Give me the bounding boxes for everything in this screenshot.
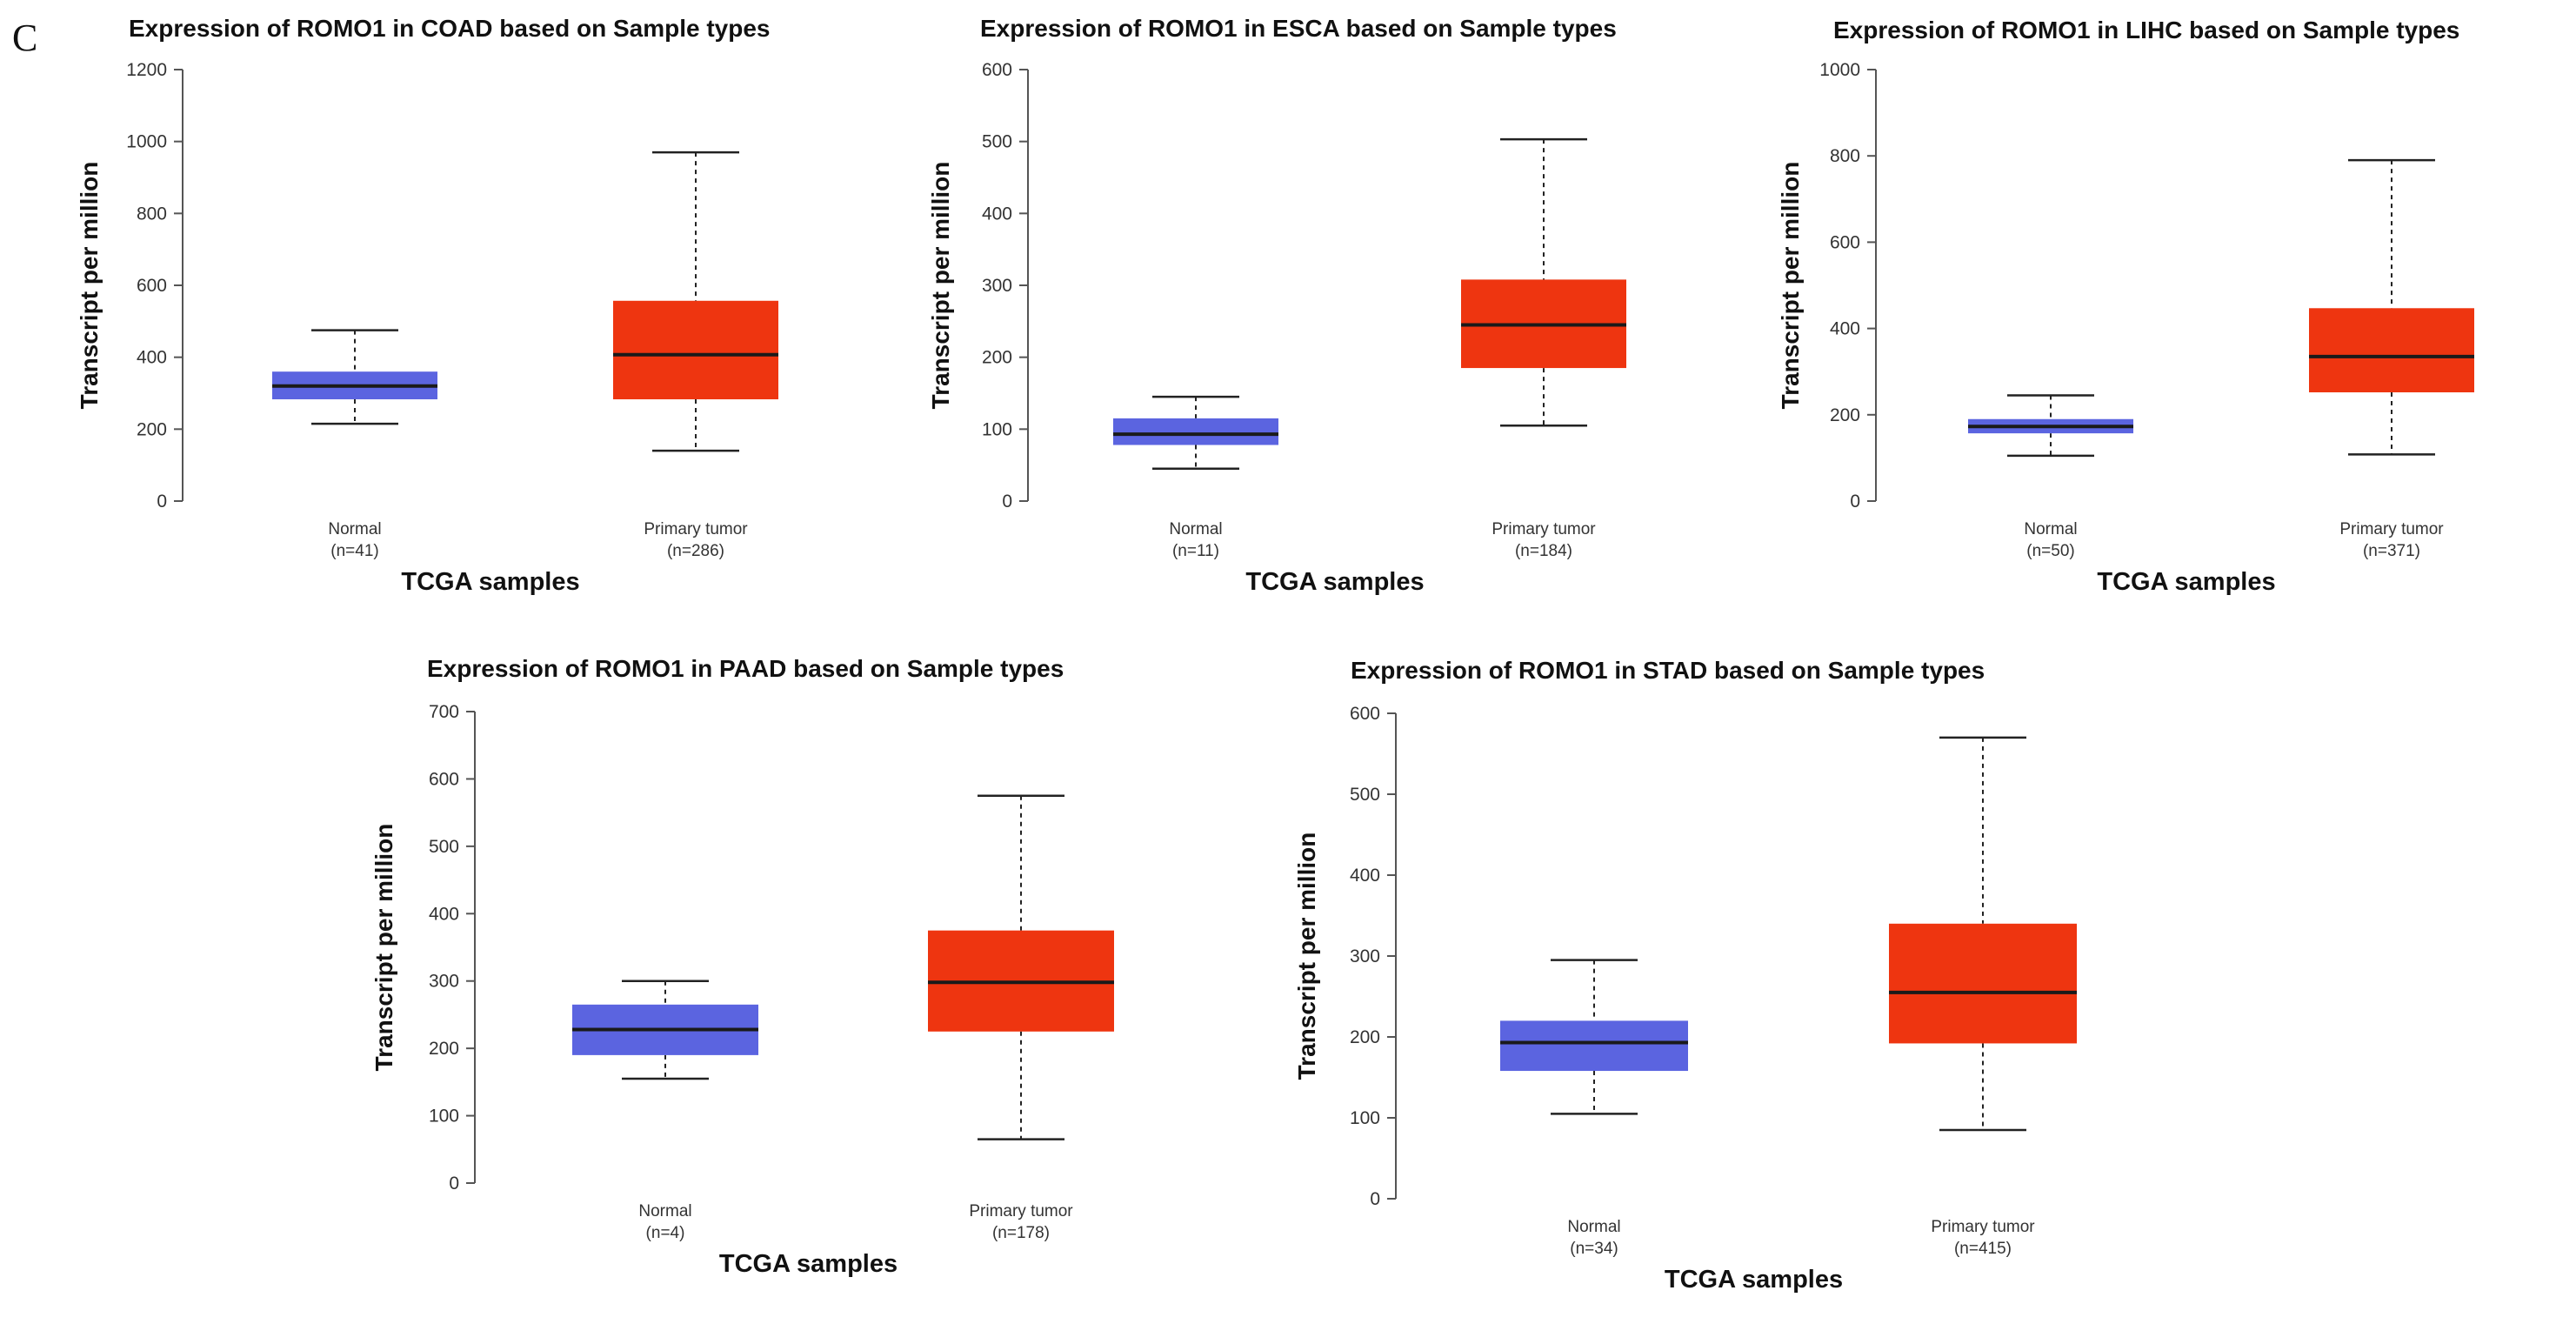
y-tick-label: 300	[982, 276, 1012, 296]
y-axis-label: Transcript per million	[1777, 162, 1804, 410]
y-tick-label: 600	[1350, 704, 1380, 724]
y-tick-label: 0	[1002, 491, 1012, 512]
y-axis-label: Transcript per million	[1293, 833, 1320, 1080]
y-axis-label: Transcript per million	[76, 162, 103, 410]
box-group: Normal (n=34)	[1500, 959, 1688, 1258]
category-label: Normal	[2024, 520, 2077, 538]
y-tick-label: 400	[137, 348, 167, 368]
y-tick-label: 200	[429, 1039, 459, 1059]
iqr-box	[2309, 308, 2474, 393]
category-label: Primary tumor	[1931, 1218, 2035, 1236]
category-label: Normal	[1169, 520, 1222, 538]
sample-count-label: (n=178)	[992, 1224, 1050, 1242]
y-tick-label: 300	[1350, 946, 1380, 966]
y-tick-label: 800	[1830, 146, 1860, 166]
x-axis-label: TCGA samples	[1245, 568, 1424, 596]
y-tick-label: 300	[429, 972, 459, 992]
category-label: Primary tumor	[969, 1202, 1073, 1220]
y-tick-label: 400	[429, 904, 459, 924]
chart-title: Expression of ROMO1 in STAD based on Sam…	[1351, 657, 1985, 684]
x-axis-label: TCGA samples	[1665, 1266, 1843, 1294]
y-tick-label: 200	[1350, 1027, 1380, 1047]
panel-label: C	[12, 17, 38, 59]
category-label: Primary tumor	[1492, 520, 1596, 538]
y-axis-label: Transcript per million	[370, 824, 397, 1072]
y-tick-label: 400	[982, 204, 1012, 224]
chart-panel: Expression of ROMO1 in COAD based on Sam…	[76, 15, 778, 596]
box-group: Normal (n=50)	[1968, 394, 2133, 560]
y-tick-label: 200	[137, 419, 167, 439]
iqr-box	[1500, 1020, 1688, 1072]
category-label: Primary tumor	[2339, 520, 2444, 538]
category-label: Normal	[328, 520, 381, 538]
y-tick-label: 500	[1350, 785, 1380, 805]
chart-panel: Expression of ROMO1 in PAAD based on Sam…	[370, 655, 1114, 1278]
box-group: Primary tumor (n=178)	[928, 794, 1114, 1242]
y-tick-label: 100	[982, 419, 1012, 439]
y-tick-label: 1000	[126, 132, 167, 152]
x-axis-label: TCGA samples	[719, 1250, 898, 1278]
y-tick-label: 800	[137, 204, 167, 224]
y-tick-label: 1200	[126, 60, 167, 80]
iqr-box	[1889, 923, 2077, 1044]
y-tick-label: 600	[982, 60, 1012, 80]
chart-panel: Expression of ROMO1 in LIHC based on Sam…	[1777, 17, 2474, 596]
y-tick-label: 500	[982, 132, 1012, 152]
box-group: Normal (n=11)	[1113, 395, 1278, 560]
box-group: Primary tumor (n=286)	[613, 150, 778, 560]
y-tick-label: 0	[1370, 1189, 1380, 1209]
chart-panel: Expression of ROMO1 in ESCA based on Sam…	[927, 15, 1626, 596]
y-tick-label: 500	[429, 837, 459, 857]
box-group: Primary tumor (n=415)	[1889, 736, 2077, 1258]
sample-count-label: (n=184)	[1515, 542, 1572, 560]
y-tick-label: 0	[1850, 491, 1860, 512]
sample-count-label: (n=4)	[646, 1224, 685, 1242]
category-label: Primary tumor	[644, 520, 748, 538]
iqr-box	[1113, 418, 1278, 445]
y-tick-label: 700	[429, 702, 459, 722]
box-group: Normal (n=41)	[272, 329, 437, 560]
chart-title: Expression of ROMO1 in LIHC based on Sam…	[1833, 17, 2459, 43]
box-group: Primary tumor (n=184)	[1461, 137, 1626, 560]
y-tick-label: 200	[1830, 405, 1860, 425]
chart-title: Expression of ROMO1 in ESCA based on Sam…	[980, 15, 1617, 42]
y-tick-label: 600	[137, 276, 167, 296]
x-axis-label: TCGA samples	[401, 568, 579, 596]
sample-count-label: (n=415)	[1954, 1240, 2012, 1258]
y-tick-label: 100	[1350, 1108, 1380, 1128]
chart-title: Expression of ROMO1 in PAAD based on Sam…	[427, 655, 1064, 682]
category-label: Normal	[1567, 1218, 1620, 1236]
category-label: Normal	[638, 1202, 691, 1220]
y-tick-label: 0	[157, 491, 167, 512]
sample-count-label: (n=11)	[1172, 542, 1219, 560]
y-tick-label: 600	[429, 769, 459, 789]
y-tick-label: 200	[982, 348, 1012, 368]
sample-count-label: (n=286)	[667, 542, 724, 560]
chart-panel: Expression of ROMO1 in STAD based on Sam…	[1293, 657, 2077, 1294]
chart-title: Expression of ROMO1 in COAD based on Sam…	[129, 15, 771, 42]
y-tick-label: 1000	[1819, 60, 1860, 80]
y-axis-label: Transcript per million	[927, 162, 954, 410]
sample-count-label: (n=34)	[1570, 1240, 1618, 1258]
y-tick-label: 400	[1350, 866, 1380, 886]
x-axis-label: TCGA samples	[2097, 568, 2275, 596]
box-group: Normal (n=4)	[572, 980, 758, 1242]
y-tick-label: 600	[1830, 232, 1860, 252]
iqr-box	[613, 300, 778, 400]
y-tick-label: 400	[1830, 319, 1860, 339]
sample-count-label: (n=41)	[330, 542, 378, 560]
sample-count-label: (n=371)	[2363, 542, 2420, 560]
sample-count-label: (n=50)	[2026, 542, 2074, 560]
y-tick-label: 100	[429, 1107, 459, 1127]
y-tick-label: 0	[449, 1174, 459, 1194]
box-group: Primary tumor (n=371)	[2309, 158, 2474, 560]
